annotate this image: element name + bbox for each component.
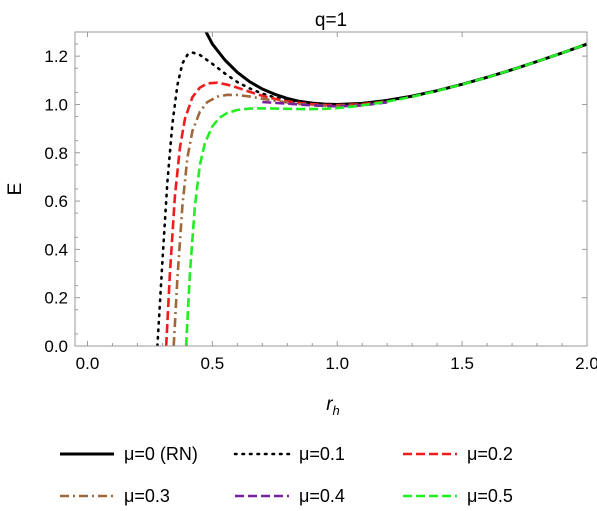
series-line-0-3: [172, 93, 388, 346]
y-tick-label: 1.2: [44, 47, 68, 66]
series-line-0-5: [184, 42, 587, 346]
x-axis-label: rh: [326, 394, 340, 418]
y-tick-label: 1.0: [44, 95, 68, 114]
legend-item-0-rn: μ=0 (RN): [60, 444, 198, 464]
y-tick-label: 0.4: [44, 240, 68, 259]
x-tick-label: 1.0: [325, 354, 349, 373]
series-layer: [156, 32, 587, 346]
legend-label: μ=0.1: [299, 444, 345, 464]
legend-item-0-4: μ=0.4: [235, 486, 345, 506]
y-tick-label: 0.6: [44, 192, 68, 211]
y-tick-label: 0.2: [44, 289, 68, 308]
x-tick-label: 2.0: [575, 354, 597, 373]
legend-label: μ=0.3: [124, 486, 170, 506]
x-tick-label: 1.5: [450, 354, 474, 373]
legend-label: μ=0.4: [299, 486, 345, 506]
legend: μ=0 (RN) μ=0.1 μ=0.2 μ=0.3 μ=0.4 μ=0.5: [60, 444, 513, 506]
y-axis-label: E: [5, 183, 26, 196]
plot-frame: [74, 31, 588, 347]
legend-label: μ=0 (RN): [124, 444, 198, 464]
legend-item-0-5: μ=0.5: [403, 486, 513, 506]
series-line-0-1: [156, 51, 389, 346]
legend-item-0-3: μ=0.3: [60, 486, 170, 506]
legend-label: μ=0.2: [467, 444, 513, 464]
y-tick-label: 0.8: [44, 144, 68, 163]
series-line-0-2: [164, 81, 388, 346]
legend-item-0-2: μ=0.2: [403, 444, 513, 464]
y-tick-label: 0.0: [44, 337, 68, 356]
legend-label: μ=0.5: [467, 486, 513, 506]
x-tick-label: 0.0: [76, 354, 100, 373]
x-axis-label-main: r: [326, 394, 333, 415]
chart-title: q=1: [315, 10, 347, 31]
ticks-layer: 0.0 0.5 1.0 1.5 2.0 0.0 0.2 0.4 0.6 0.8 1.0 1.2: [44, 32, 597, 373]
x-tick-label: 0.5: [201, 354, 225, 373]
plot-area: 0.0 0.5 1.0 1.5 2.0 0.0 0.2 0.4 0.6 0.8 1.0 1.2: [44, 31, 597, 373]
x-axis-label-sub: h: [333, 403, 340, 418]
legend-item-0-1: μ=0.1: [233, 444, 345, 464]
